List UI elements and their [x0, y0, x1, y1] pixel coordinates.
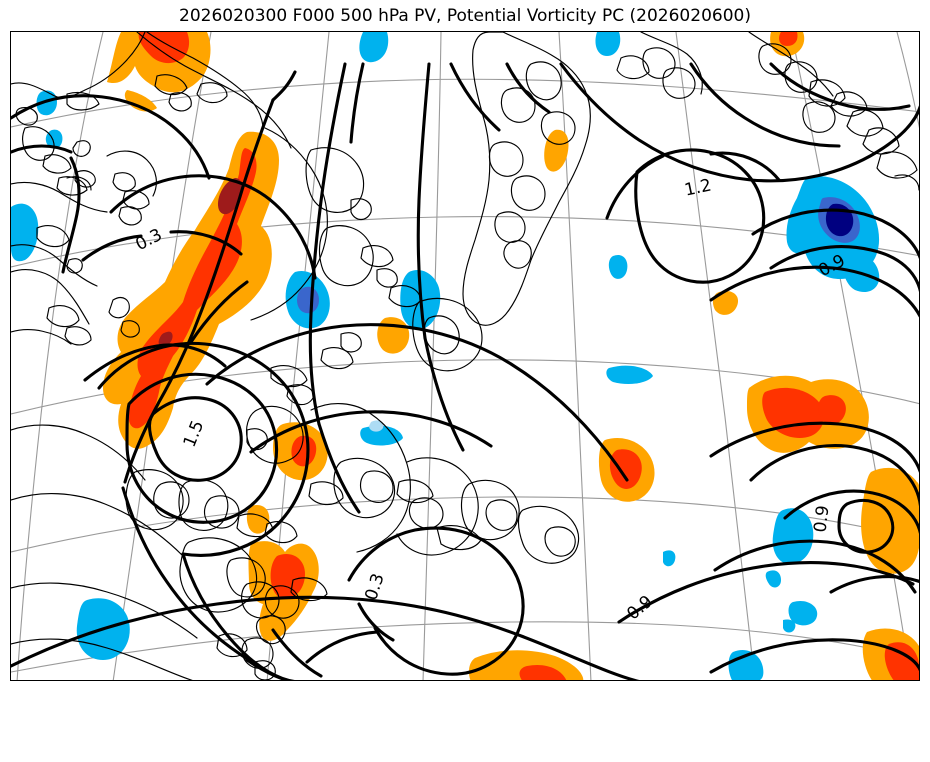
contour-label: 0.9 — [810, 504, 833, 533]
shaded-patch — [772, 508, 814, 565]
shaded-patch — [762, 387, 825, 439]
shaded-patch — [158, 331, 173, 347]
shaded-patch — [595, 32, 621, 56]
shaded-patch — [783, 619, 796, 633]
shaded-patch — [884, 642, 919, 680]
shaded-patch — [788, 600, 818, 626]
shaded-patch — [138, 32, 190, 64]
shaded-patch — [128, 148, 257, 429]
shaded-patch — [359, 32, 389, 63]
map-canvas: 0.3 1.2 0.9 1.5 0.9 0.3 0.9 0.6 0.3 — [11, 32, 919, 680]
page-title: 2026020300 F000 500 hPa PV, Potential Vo… — [179, 6, 751, 26]
shaded-patch — [11, 203, 39, 262]
coastlines — [11, 32, 919, 680]
shaded-patch — [124, 90, 157, 112]
shaded-patch — [712, 290, 739, 315]
shaded-patch — [377, 317, 410, 354]
shaded-patch — [608, 254, 628, 279]
shaded-patch — [360, 425, 403, 446]
pv-contour-lines — [11, 62, 919, 680]
shaded-patch — [246, 504, 270, 534]
shaded-patch — [291, 435, 317, 467]
shaded-patch — [519, 665, 567, 680]
map-panel: 0.3 1.2 0.9 1.5 0.9 0.3 0.9 0.6 0.3 — [10, 31, 920, 681]
shaded-patch — [606, 365, 653, 384]
shaded-patch — [818, 395, 846, 425]
shaded-patch — [779, 32, 798, 46]
shaded-patch — [663, 550, 676, 567]
shaded-patch — [609, 449, 642, 489]
shaded-patch — [270, 554, 305, 599]
colorbar: −0.60−0.48−0.36−0.24−0.120.120.240.360.4… — [0, 694, 930, 762]
shaded-patch — [369, 420, 384, 432]
shaded-patch — [765, 570, 781, 588]
shaded-patch — [544, 129, 569, 172]
colorbar-canvas: −0.60−0.48−0.36−0.24−0.120.120.240.360.4… — [0, 694, 930, 762]
shaded-patch — [297, 286, 319, 314]
shaded-patch — [36, 90, 57, 116]
